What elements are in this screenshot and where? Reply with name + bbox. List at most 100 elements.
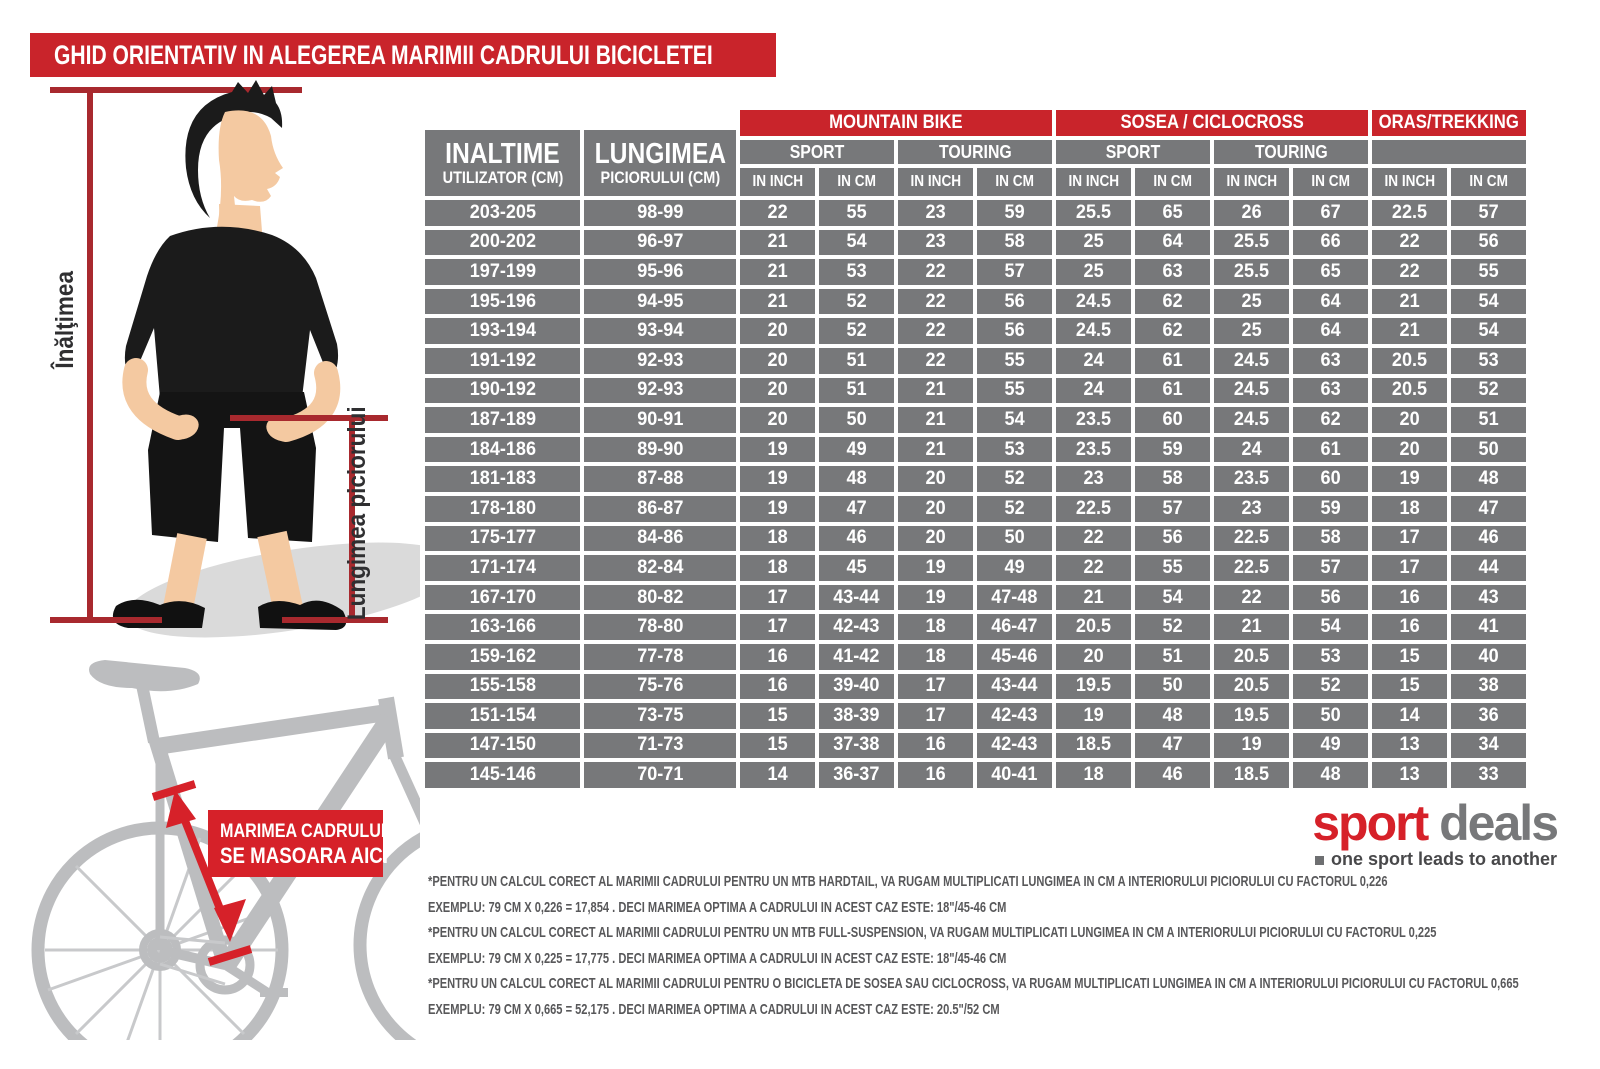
size-value-cell: 20 xyxy=(740,377,815,404)
unit-label: IN INCH xyxy=(910,173,961,190)
group-header-mountain-bike: MOUNTAIN BIKE xyxy=(740,110,1052,136)
size-value-cell: 22.5 xyxy=(1372,200,1447,226)
size-value-cell: 20 xyxy=(1372,407,1447,433)
size-value-cell: 20 xyxy=(1056,643,1131,670)
logo-deals: deals xyxy=(1427,795,1559,851)
size-value-cell: 40-41 xyxy=(977,762,1052,788)
size-value-cell: 16 xyxy=(740,643,815,670)
col1-title: INALTIME xyxy=(445,137,560,170)
size-value-cell: 47 xyxy=(1135,732,1210,759)
size-value-cell: 56 xyxy=(1451,229,1526,256)
leg-length-label: Lungimea piciorului xyxy=(342,398,372,632)
size-value-cell: 49 xyxy=(819,436,894,463)
size-value-cell: 23 xyxy=(898,229,973,256)
size-value-cell: 40 xyxy=(1451,643,1526,670)
size-value-cell: 19 xyxy=(1372,466,1447,492)
size-value-cell: 49 xyxy=(977,555,1052,581)
frame-note-line2: SE MASOARA AICI xyxy=(220,843,388,868)
size-value-cell: 18 xyxy=(1372,495,1447,522)
size-value-cell: 21 xyxy=(1372,318,1447,344)
footnote-line: *PENTRU UN CALCUL CORECT AL MARIMII CADR… xyxy=(428,924,1437,941)
size-value-cell: 25.5 xyxy=(1214,259,1289,285)
size-value-cell: 56 xyxy=(1293,584,1368,611)
size-value-cell: 55 xyxy=(819,200,894,226)
leg-label-text: Lungimea piciorului xyxy=(343,406,371,621)
size-value-cell: 52 xyxy=(819,318,894,344)
unit-label: IN INCH xyxy=(1068,173,1119,190)
unit-header-cm: IN CM xyxy=(1135,168,1210,196)
size-value-cell: 52 xyxy=(1293,673,1368,700)
size-value-cell: 22 xyxy=(1056,525,1131,552)
row-range-cell: 84-86 xyxy=(584,525,736,552)
unit-header-cm: IN CM xyxy=(1293,168,1368,196)
size-value-cell: 58 xyxy=(1293,525,1368,552)
size-value-cell: 22.5 xyxy=(1214,555,1289,581)
size-value-cell: 22.5 xyxy=(1214,525,1289,552)
size-value-cell: 24.5 xyxy=(1056,318,1131,344)
size-value-cell: 53 xyxy=(819,259,894,285)
size-value-cell: 61 xyxy=(1293,436,1368,463)
size-value-cell: 65 xyxy=(1293,259,1368,285)
size-value-cell: 25 xyxy=(1056,229,1131,256)
size-value-cell: 51 xyxy=(819,377,894,404)
size-value-cell: 25.5 xyxy=(1214,229,1289,256)
size-value-cell: 18 xyxy=(1056,762,1131,788)
size-value-cell: 41 xyxy=(1451,614,1526,640)
row-range-cell: 203-205 xyxy=(425,200,580,226)
size-value-cell: 61 xyxy=(1135,347,1210,374)
size-value-cell: 21 xyxy=(898,377,973,404)
size-value-cell: 19 xyxy=(740,436,815,463)
footnote-line: EXEMPLU: 79 CM X 0,665 = 52,175 . DECI M… xyxy=(428,1000,1000,1018)
size-value-cell: 19 xyxy=(1056,703,1131,729)
size-value-cell: 52 xyxy=(1451,377,1526,404)
size-value-cell: 14 xyxy=(1372,703,1447,729)
size-value-cell: 52 xyxy=(977,466,1052,492)
row-range-cell: 92-93 xyxy=(584,347,736,374)
size-value-cell: 17 xyxy=(1372,555,1447,581)
size-value-cell: 45-46 xyxy=(977,643,1052,670)
size-value-cell: 19 xyxy=(898,555,973,581)
size-value-cell: 20 xyxy=(740,347,815,374)
unit-header-inch: IN INCH xyxy=(1056,168,1131,196)
unit-label: IN CM xyxy=(1311,173,1350,190)
unit-label: IN CM xyxy=(995,173,1034,190)
row-range-cell: 159-162 xyxy=(425,643,580,670)
group-label: MOUNTAIN BIKE xyxy=(829,112,963,133)
size-value-cell: 50 xyxy=(977,525,1052,552)
size-value-cell: 20.5 xyxy=(1214,643,1289,670)
unit-label: IN CM xyxy=(1153,173,1192,190)
row-range-cell: 70-71 xyxy=(584,762,736,788)
size-value-cell: 19.5 xyxy=(1214,703,1289,729)
row-range-cell: 94-95 xyxy=(584,288,736,315)
size-value-cell: 17 xyxy=(898,703,973,729)
size-value-cell: 43 xyxy=(1451,584,1526,611)
size-value-cell: 54 xyxy=(1451,318,1526,344)
size-value-cell: 64 xyxy=(1135,229,1210,256)
size-value-cell: 13 xyxy=(1372,762,1447,788)
row-range-cell: 87-88 xyxy=(584,466,736,492)
size-value-cell: 21 xyxy=(898,407,973,433)
size-value-cell: 33 xyxy=(1451,762,1526,788)
unit-label: IN INCH xyxy=(752,173,803,190)
frame-note-line1: MARIMEA CADRULUI xyxy=(220,821,386,842)
size-value-cell: 15 xyxy=(740,703,815,729)
size-value-cell: 18 xyxy=(898,614,973,640)
size-value-cell: 21 xyxy=(898,436,973,463)
col1-subtitle: UTILIZATOR (CM) xyxy=(442,168,563,188)
size-value-cell: 25 xyxy=(1056,259,1131,285)
size-value-cell: 20.5 xyxy=(1372,347,1447,374)
size-value-cell: 22 xyxy=(898,259,973,285)
subheader-mtb-sport: SPORT xyxy=(740,140,894,164)
size-value-cell: 23 xyxy=(1214,495,1289,522)
size-value-cell: 21 xyxy=(1214,614,1289,640)
size-value-cell: 20 xyxy=(1372,436,1447,463)
size-value-cell: 58 xyxy=(1135,466,1210,492)
size-value-cell: 50 xyxy=(1135,673,1210,700)
size-value-cell: 34 xyxy=(1451,732,1526,759)
size-value-cell: 13 xyxy=(1372,732,1447,759)
size-value-cell: 23 xyxy=(1056,466,1131,492)
frame-size-arrow xyxy=(151,780,253,966)
size-value-cell: 22 xyxy=(740,200,815,226)
size-value-cell: 53 xyxy=(1451,347,1526,374)
size-value-cell: 66 xyxy=(1293,229,1368,256)
